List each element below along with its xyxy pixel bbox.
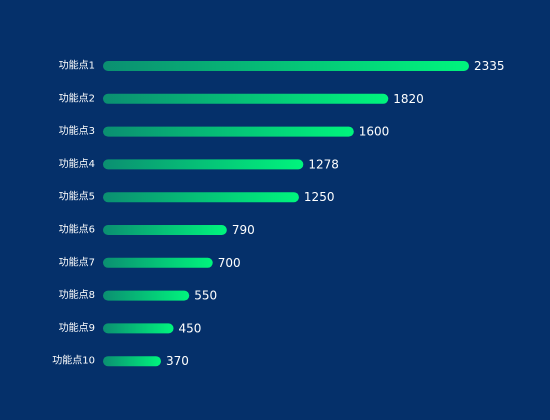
value-label-6: 790 [232,223,255,237]
bar-10 [103,356,161,367]
value-label-8: 550 [194,289,217,303]
category-label-3: 功能点3 [59,124,95,137]
value-label-3: 1600 [359,125,390,139]
category-label-5: 功能点5 [59,190,95,203]
value-label-10: 370 [166,354,189,368]
value-label-9: 450 [179,321,202,335]
value-label-7: 700 [218,256,241,270]
bar-6 [103,225,227,235]
category-label-7: 功能点7 [59,255,95,268]
bar-3 [103,126,354,137]
bars-layer [103,61,469,367]
bar-9 [103,323,174,334]
category-label-6: 功能点6 [59,223,95,236]
value-label-1: 2335 [474,59,505,73]
category-labels: 功能点1 功能点2 功能点3 功能点4 功能点5 功能点6 功能点7 功能点8 功能点9 功能点1… [52,59,95,367]
value-label-5: 1250 [304,190,335,204]
bar-8 [103,290,190,301]
value-labels: 2335 1820 1600 1278 1250 790 700 550 450 370 [166,59,505,368]
value-label-4: 1278 [308,157,339,171]
category-label-2: 功能点2 [59,91,95,104]
category-label-9: 功能点9 [59,321,95,334]
category-label-1: 功能点1 [59,59,95,72]
value-label-2: 1820 [393,92,424,106]
bar-5 [103,192,299,203]
bar-1 [103,61,469,71]
bar-4 [103,159,304,170]
bar-2 [103,93,389,104]
category-label-8: 功能点8 [59,288,95,301]
bar-7 [103,257,213,268]
category-label-10: 功能点10 [52,354,95,367]
category-label-4: 功能点4 [59,157,95,170]
